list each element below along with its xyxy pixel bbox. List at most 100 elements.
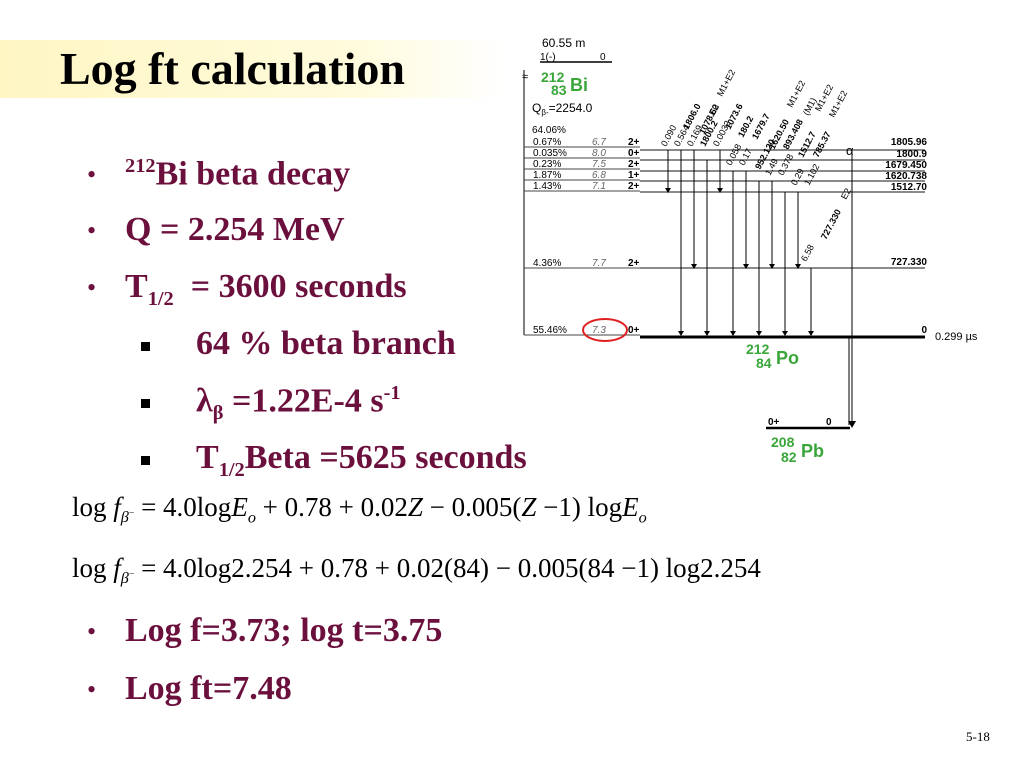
half-life-value: = 3600 seconds [173, 268, 407, 305]
svg-text:1.87%: 1.87% [533, 170, 561, 181]
svg-text:M1+E2: M1+E2 [785, 79, 807, 109]
eq-o: o [247, 508, 256, 527]
alpha-lines [848, 150, 853, 425]
page-number: 5-18 [966, 729, 990, 744]
square-bullet [141, 399, 150, 408]
svg-text:1620.738: 1620.738 [885, 171, 927, 182]
pb-mass: 208 [771, 434, 795, 450]
square-bullet [141, 456, 150, 465]
pb-symbol: Pb [801, 441, 824, 461]
branch-total: 64.06% [532, 125, 566, 136]
svg-text:E2: E2 [839, 187, 853, 201]
po-symbol: Po [776, 348, 799, 368]
bullet-dot: • [87, 675, 97, 704]
gamma-labels: 0.090 0.564 1806.0 1078.62 M1+E2 0.169 1… [659, 68, 853, 263]
gs-halflife: 0.299 µs [935, 331, 978, 343]
alpha-arrowhead [848, 421, 856, 428]
alpha-symbol: α [846, 143, 854, 158]
eq-minus: − [128, 508, 135, 519]
svg-text:1679.450: 1679.450 [885, 160, 927, 171]
mass-number: 212 [125, 155, 156, 177]
equation-numeric: log fβ− = 4.0log2.254 + 0.78 + 0.02(84) … [72, 553, 761, 588]
gamma-arrows [667, 150, 812, 335]
decay-scheme-diagram: 60.55 m 1(-) 0 ≈ 212 83 Bi Qβ-=2254.0 64… [522, 36, 978, 465]
bullet-dot: • [87, 160, 97, 189]
t-subscript: 1/2 [147, 287, 174, 310]
svg-text:0: 0 [921, 325, 927, 336]
svg-text:8.0: 8.0 [592, 148, 606, 159]
svg-text:1512.70: 1512.70 [891, 182, 928, 193]
bullet-bi-decay: 212Bi beta decay [125, 155, 350, 193]
pb-z: 82 [781, 449, 797, 465]
bullet-dot: • [87, 216, 97, 245]
eq-minus: − [128, 569, 135, 580]
svg-text:7.5: 7.5 [592, 159, 606, 170]
bullet-q-value: Q = 2.254 MeV [125, 211, 345, 248]
t-symbol: T [125, 268, 148, 305]
eq-E: E [622, 492, 639, 522]
eq-f: f [113, 553, 121, 583]
svg-text:0.23%: 0.23% [533, 159, 561, 170]
svg-text:6.7: 6.7 [592, 137, 606, 148]
subbullet-beta-halflife: T1/2Beta =5625 seconds [196, 439, 527, 482]
lambda-symbol: λ [196, 382, 213, 420]
svg-text:2+: 2+ [628, 258, 640, 269]
svg-text:6.8: 6.8 [592, 170, 606, 181]
svg-text:1679.7: 1679.7 [750, 112, 772, 141]
level-energies: 1805.96 1800.9 1679.450 1620.738 1512.70… [885, 137, 927, 336]
t-subscript: 1/2 [218, 458, 245, 481]
equation-general: log fβ− = 4.0logEo + 0.78 + 0.02Z − 0.00… [72, 492, 647, 527]
t-symbol: T [196, 439, 219, 476]
lambda-value: =1.22E-4 s [223, 382, 384, 420]
eq-f: f [113, 492, 121, 522]
eq-o: o [638, 508, 647, 527]
bullet-log-f: Log f=3.73; log t=3.75 [125, 612, 443, 649]
title-background [0, 40, 505, 98]
branch-labels: 0.67% 6.7 2+ 0.035% 8.0 0+ 0.23% 7.5 2+ … [533, 137, 640, 336]
svg-text:0+: 0+ [628, 148, 640, 159]
gamma-arrowheads [665, 188, 814, 336]
eq-Z: Z [407, 492, 423, 522]
svg-text:55.46%: 55.46% [533, 325, 567, 336]
subbullet-lambda: λβ =1.22E-4 s-1 [196, 382, 401, 425]
eq-part: − 0.005( [422, 492, 522, 522]
bi-symbol: Bi [570, 75, 588, 95]
svg-text:1805.96: 1805.96 [891, 137, 928, 148]
eq-part: −1) log [536, 492, 623, 522]
svg-text:1.102: 1.102 [802, 162, 821, 187]
eq-part: = 4.0log [134, 492, 232, 522]
unit-exponent: -1 [383, 382, 401, 404]
svg-text:0.035%: 0.035% [533, 148, 567, 159]
svg-text:7.7: 7.7 [592, 258, 606, 269]
svg-text:7.1: 7.1 [592, 181, 606, 192]
eq-Z: Z [521, 492, 537, 522]
bullet-log-ft: Log ft=7.48 [125, 670, 292, 707]
square-bullet [141, 342, 150, 351]
pb-spin: 0+ [768, 417, 780, 428]
beta-subscript: β [212, 402, 224, 425]
svg-text:0+: 0+ [628, 325, 640, 336]
beta-halflife-value: Beta =5625 seconds [244, 439, 527, 476]
q-label: Qβ-=2254.0 [532, 101, 593, 117]
subbullet-branch: 64 % beta branch [196, 325, 456, 362]
svg-text:1+: 1+ [628, 170, 640, 181]
po-levels [524, 146, 925, 339]
bi-spin: 1(-) [540, 52, 556, 63]
eq-E: E [231, 492, 248, 522]
logft-highlight-circle [582, 318, 628, 342]
svg-text:1.43%: 1.43% [533, 181, 561, 192]
svg-text:M1+E2: M1+E2 [715, 68, 737, 98]
svg-text:2+: 2+ [628, 137, 640, 148]
svg-text:1800.9: 1800.9 [896, 149, 927, 160]
bi-z: 83 [551, 82, 567, 98]
svg-text:727.330: 727.330 [819, 208, 843, 241]
bi-halflife: 60.55 m [542, 36, 585, 50]
bi-zero: 0 [600, 52, 606, 63]
svg-text:4.36%: 4.36% [533, 258, 561, 269]
svg-text:6.58: 6.58 [799, 243, 816, 263]
wavy-mark: ≈ [522, 71, 528, 83]
po-z: 84 [756, 355, 772, 371]
svg-text:727.330: 727.330 [891, 257, 928, 268]
svg-text:0.378: 0.378 [776, 152, 795, 177]
bi-mass: 212 [541, 69, 565, 85]
